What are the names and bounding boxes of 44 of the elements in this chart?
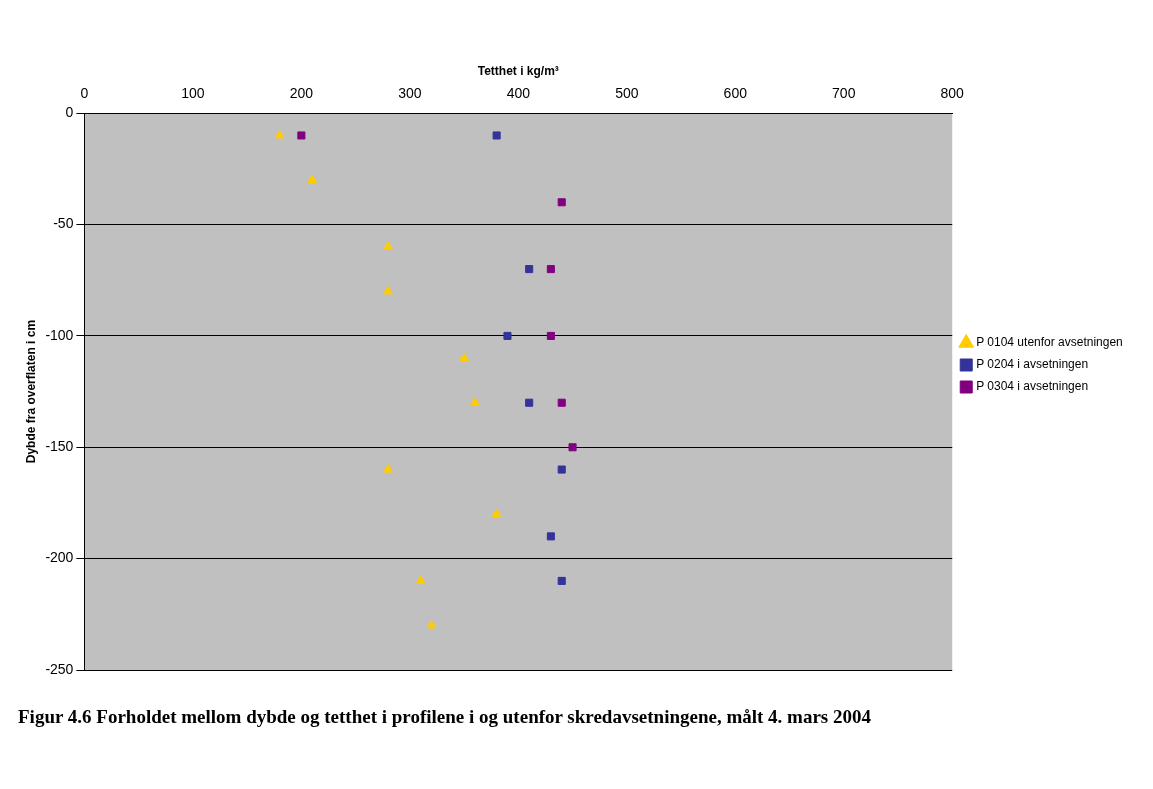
x-tick-label: 100 [181,84,205,101]
point [557,576,566,585]
point [383,464,393,473]
y-tick-label: -150 [45,438,74,455]
point [426,619,437,629]
y-tick-label: 0 [65,104,74,121]
x-tick-label: 300 [398,84,422,101]
point [383,241,393,250]
point [415,575,426,584]
point [297,131,306,140]
point [274,129,285,139]
point [525,265,534,274]
point [546,532,555,541]
text: Figur 4.6 Forholdet mellom dybde og tetthet i profilene i og utenfor skredavsetningene, målt 4. mars 2004 [18,705,872,729]
point [470,397,480,406]
legend-label: P 0304 i avsetningen [976,379,1089,394]
y-tick-label: -100 [45,326,74,343]
y-tick-label: -200 [45,549,74,566]
legend-label: P 0104 utenfor avsetningen [976,335,1123,350]
point [459,352,469,362]
y-axis-title: Dybde fra overflaten i cm [23,319,38,464]
x-tick-label: 700 [832,84,856,101]
point [307,174,318,184]
point [491,508,502,518]
y-tick-label: -50 [53,215,74,232]
point [546,265,555,274]
point [557,198,566,207]
x-tick-label: 600 [723,84,748,101]
point [557,398,566,407]
x-tick-label: 500 [615,84,639,101]
x-axis-title: Tetthet i kg/m³ [477,63,559,78]
x-tick-label: 400 [506,84,531,101]
point [383,285,393,295]
point [557,465,566,474]
x-tick-label: 800 [940,84,965,101]
point [568,443,577,452]
point [525,398,534,407]
point [492,131,501,140]
y-tick-label: -250 [45,660,74,677]
x-tick-label: 200 [289,84,314,101]
point [546,331,555,340]
point [503,331,512,340]
x-tick-label: 0 [80,84,89,101]
legend-label: P 0204 i avsetningen [976,357,1089,372]
